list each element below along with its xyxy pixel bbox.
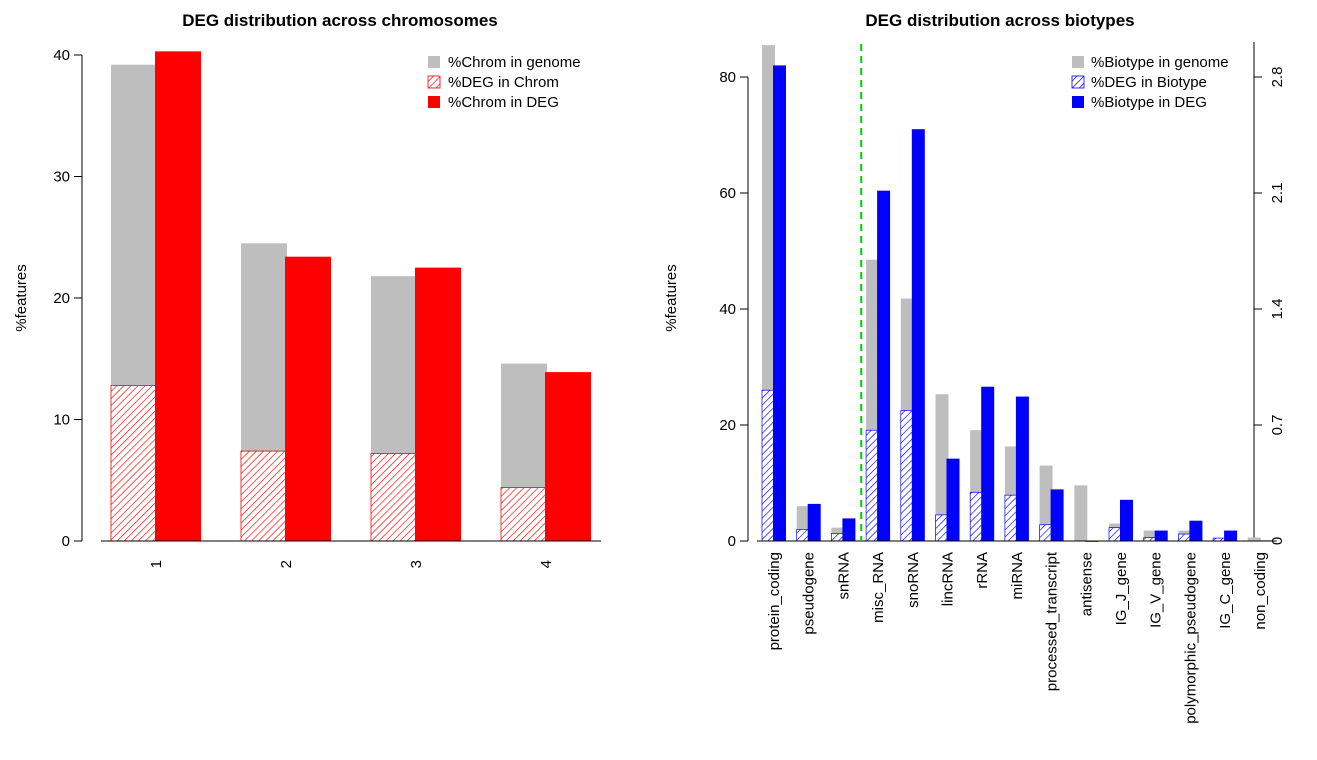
x-tick-label: 1 [148, 560, 165, 568]
x-tick-label: IG_C_gene [1217, 552, 1234, 629]
y-tick-label: 10 [53, 412, 70, 429]
bar-in-deg [842, 518, 856, 541]
x-tick-label: IG_J_gene [1113, 552, 1130, 625]
biotype-y-axis: 0 20 40 60 80 [719, 69, 749, 550]
bar-genome [1247, 537, 1261, 541]
y-tick-label: 60 [719, 185, 736, 202]
bar-in-deg [1224, 530, 1238, 541]
bar-in-deg [773, 65, 786, 542]
legend-label: %Biotype in DEG [1091, 94, 1207, 111]
y-tick-label: 40 [719, 301, 736, 318]
x-tick-label: rRNA [974, 552, 991, 589]
biotype-bars [757, 45, 1277, 542]
x-tick-label: pseudogene [801, 552, 818, 635]
y2-tick-label: 0 [1269, 537, 1286, 545]
bar-in-deg [1120, 499, 1133, 541]
legend-swatch [1072, 56, 1084, 68]
bar-in-deg [946, 458, 960, 541]
biotype-y-axis-label: %features [663, 264, 680, 332]
legend-label: %DEG in Biotype [1091, 74, 1207, 91]
bar-deg-hatched [370, 453, 418, 542]
biotype-legend: %Biotype in genome %DEG in Biotype %Biotyp… [1071, 54, 1229, 111]
x-tick-label: protein_coding [766, 552, 783, 650]
bar-in-deg [545, 372, 591, 541]
legend-label: %DEG in Chrom [448, 74, 559, 91]
bar-in-deg [1154, 530, 1168, 541]
legend-label: %Chrom in DEG [448, 94, 559, 111]
bar-in-deg [285, 256, 331, 541]
bar-in-deg [911, 129, 925, 541]
x-tick-label: polymorphic_pseudogene [1182, 552, 1199, 724]
x-tick-label: processed_transcript [1044, 551, 1061, 691]
bar-in-deg [1050, 489, 1064, 541]
bar-genome [1039, 465, 1053, 541]
biotype-chart-title: DEG distribution across biotypes [865, 11, 1134, 30]
x-tick-label: 2 [278, 560, 295, 568]
legend-swatch [1071, 75, 1085, 89]
bar-deg-hatched [500, 487, 548, 542]
chromosome-y-axis: 0 10 20 30 40 [53, 47, 83, 550]
bar-in-deg [155, 51, 201, 541]
bar-in-deg [981, 386, 995, 541]
legend-label: %Biotype in genome [1091, 54, 1229, 71]
chromosome-bars [101, 51, 601, 542]
x-tick-label: snRNA [835, 552, 852, 600]
y-tick-label: 40 [53, 47, 70, 64]
biotype-chart: DEG distribution across biotypes %featur… [663, 11, 1286, 724]
chromosome-y-axis-label: %features [13, 264, 30, 332]
bar-in-deg [877, 190, 891, 541]
bar-genome [935, 394, 949, 541]
biotype-x-ticks: protein_coding pseudogene snRNA misc_RNA sno… [766, 551, 1269, 724]
x-tick-label: lincRNA [940, 552, 957, 606]
bar-in-deg [807, 503, 821, 541]
bar-deg-hatched [240, 450, 288, 542]
bar-genome [1143, 530, 1157, 541]
y2-tick-label: 0.7 [1269, 415, 1286, 436]
y-tick-label: 30 [53, 169, 70, 186]
x-tick-label: 4 [538, 560, 555, 568]
y-tick-label: 20 [53, 290, 70, 307]
x-tick-label: snoRNA [905, 552, 922, 608]
legend-label: %Chrom in genome [448, 54, 581, 71]
x-tick-label: antisense [1078, 552, 1095, 616]
bar-in-deg [1189, 520, 1203, 541]
y2-tick-label: 1.4 [1269, 299, 1286, 320]
legend-swatch [427, 75, 441, 89]
chromosome-chart-title: DEG distribution across chromosomes [182, 11, 498, 30]
y-tick-label: 0 [62, 533, 70, 550]
y-tick-label: 20 [719, 417, 736, 434]
y2-tick-label: 2.8 [1269, 67, 1286, 88]
biotype-secondary-y-axis: 0 0.7 1.4 2.1 2.8 [1253, 42, 1286, 545]
chromosome-x-ticks: 1 2 3 4 [148, 560, 555, 568]
legend-swatch [428, 56, 440, 68]
x-tick-label: miRNA [1009, 552, 1026, 600]
y-tick-label: 0 [728, 533, 736, 550]
legend-swatch [428, 96, 440, 108]
chromosome-chart: DEG distribution across chromosomes %fea… [13, 11, 601, 568]
bar-in-deg [415, 267, 461, 541]
x-tick-label: 3 [408, 560, 425, 568]
legend-swatch [1072, 96, 1084, 108]
x-tick-label: non_coding [1252, 552, 1269, 630]
bar-deg-hatched [110, 385, 158, 542]
x-tick-label: IG_V_gene [1148, 552, 1165, 628]
bar-in-deg [1015, 396, 1029, 541]
y-tick-label: 80 [719, 69, 736, 86]
y2-tick-label: 2.1 [1269, 183, 1286, 204]
bar-genome [1074, 485, 1088, 541]
x-tick-label: misc_RNA [870, 552, 887, 623]
chromosome-legend: %Chrom in genome %DEG in Chrom %Chrom in D… [427, 54, 581, 111]
